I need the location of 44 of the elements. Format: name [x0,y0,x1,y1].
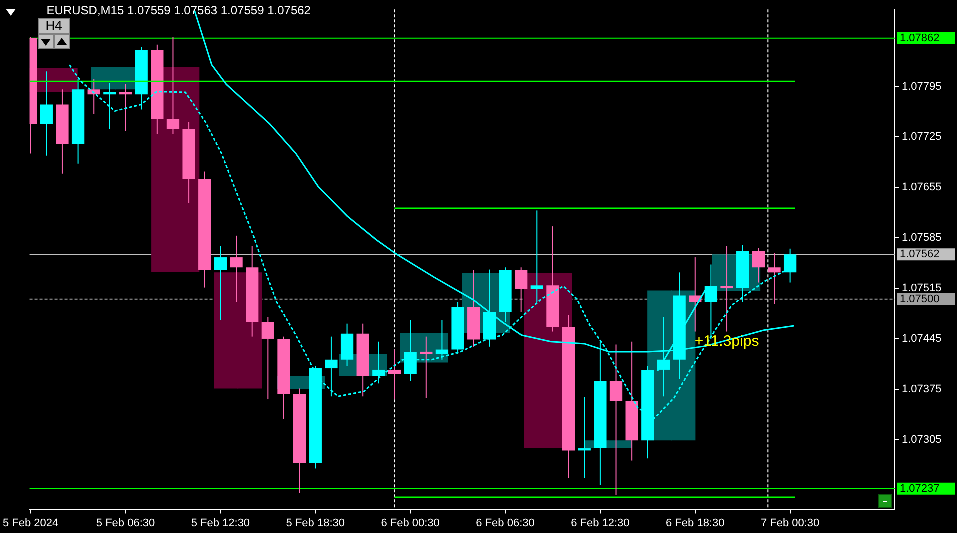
x-tick-label: 6 Feb 12:30 [571,517,630,530]
candlestick [436,320,449,360]
y-tick-label: 1.07515 [902,282,942,295]
chart-title: EURUSD,M15 1.07559 1.07563 1.07559 1.07562 [46,3,312,18]
candlestick [356,323,370,398]
candlestick [372,341,386,384]
x-tick-label: 6 Feb 06:30 [476,517,535,530]
candlestick [752,248,765,284]
ref-line-label: 1.07237 [900,482,940,495]
candlestick [262,316,274,400]
x-tick-label: 5 Feb 12:30 [191,517,250,530]
ref-line-label: 1.07500 [900,293,940,306]
ref-line-label: 1.07562 [900,248,940,261]
y-tick-label: 1.07655 [902,182,942,194]
candlestick [578,396,591,479]
x-tick-label: 5 Feb 2024 [3,517,59,530]
candlestick [40,71,53,156]
ref-line-label: 1.07862 [900,32,940,44]
candlestick [768,252,781,305]
candlestick [230,235,243,303]
y-tick-label: 1.07795 [902,80,942,93]
candlestick [420,336,433,399]
candlestick [119,84,132,132]
x-tick-label: 5 Feb 06:30 [96,517,156,530]
candlestick [610,344,623,496]
x-tick-label: 7 Feb 00:30 [760,517,820,530]
candlestick [388,349,402,400]
y-tick-label: 1.07375 [902,383,942,396]
candlestick [404,320,417,382]
candlestick [166,36,180,135]
candlestick [514,267,528,313]
candlestick [214,246,228,321]
y-tick-label: 1.07445 [902,333,942,346]
annotation: H4 [38,18,70,34]
candlestick [104,82,116,130]
x-tick-label: 6 Feb 18:30 [666,517,725,530]
y-tick-label: 1.07725 [902,131,942,144]
candlestick [720,246,734,332]
candlestick [325,336,338,398]
y-tick-label: 1.07305 [902,434,942,446]
x-tick-label: 6 Feb 00:30 [381,517,440,530]
candlestick [530,210,544,303]
y-tick-label: 1.07585 [902,232,942,244]
x-tick-label: 5 Feb 18:30 [286,517,345,530]
